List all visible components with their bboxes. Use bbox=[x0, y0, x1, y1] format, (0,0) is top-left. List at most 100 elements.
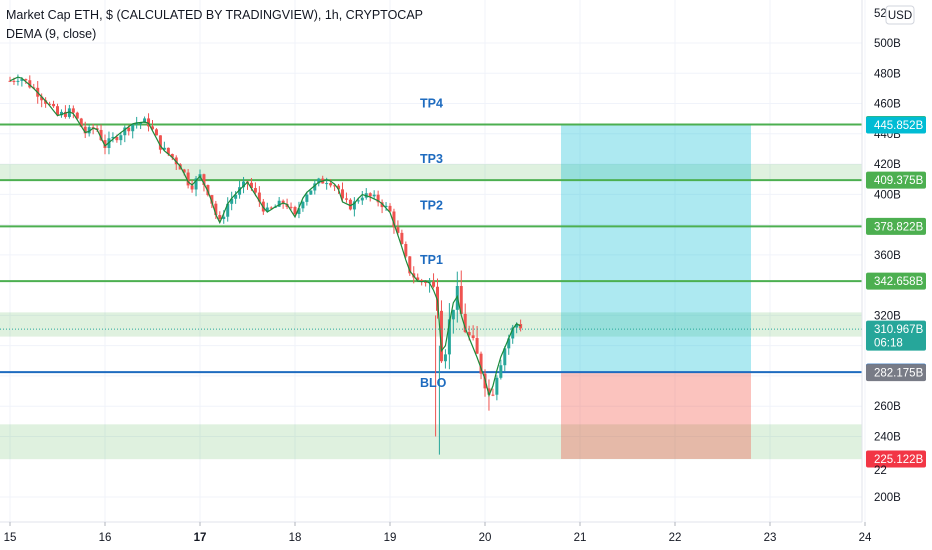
y-tick-label: 360B bbox=[874, 250, 901, 262]
position-stop-zone[interactable] bbox=[561, 372, 751, 459]
candles bbox=[8, 74, 523, 455]
x-tick-label: 22 bbox=[669, 532, 682, 544]
time-axis[interactable]: 15 16 17 18 19 20 21 22 23 24 bbox=[4, 522, 872, 544]
candle-body bbox=[166, 147, 170, 155]
candle-body bbox=[44, 100, 48, 104]
candle-body bbox=[297, 208, 301, 215]
position-target-zone[interactable] bbox=[561, 124, 751, 373]
candle-body bbox=[210, 195, 214, 204]
candle-body bbox=[515, 324, 519, 328]
candle-body bbox=[214, 203, 218, 216]
candle-body bbox=[127, 127, 131, 132]
candle-body bbox=[317, 178, 321, 184]
y-tick-partial-top: 52 bbox=[874, 8, 887, 20]
candle-body bbox=[400, 232, 404, 244]
candle-body bbox=[360, 197, 364, 201]
candle-body bbox=[439, 310, 443, 362]
candle-body bbox=[408, 256, 412, 274]
price-tag-label: 378.822B bbox=[874, 221, 924, 233]
candle-body bbox=[368, 193, 372, 197]
candle-body bbox=[249, 182, 253, 189]
candle-body bbox=[293, 207, 297, 215]
x-tick-label: 17 bbox=[194, 532, 207, 544]
candle-body bbox=[151, 126, 154, 130]
candle-body bbox=[495, 377, 499, 395]
currency-label: USD bbox=[888, 10, 912, 22]
candle-body bbox=[487, 388, 491, 395]
price-tag-label: 310.967B bbox=[874, 324, 924, 336]
candle-body bbox=[471, 335, 475, 339]
candle-body bbox=[265, 207, 269, 212]
price-tag-label: 342.658B bbox=[874, 276, 924, 288]
candle-body bbox=[384, 205, 388, 208]
level-labels: TP4 TP3 TP2 TP1 BLO bbox=[420, 96, 447, 390]
y-tick-label: 420B bbox=[874, 159, 901, 171]
candle-body bbox=[226, 203, 230, 217]
x-tick-label: 15 bbox=[4, 532, 17, 544]
candle-body bbox=[234, 194, 238, 199]
candle-body bbox=[301, 201, 305, 209]
candle-body bbox=[115, 136, 119, 141]
zone-band bbox=[0, 424, 862, 460]
candle-body bbox=[380, 202, 384, 208]
candle-body bbox=[48, 103, 52, 105]
target-levels[interactable] bbox=[0, 123, 862, 374]
candle-body bbox=[99, 129, 103, 141]
y-tick-label: 260B bbox=[874, 401, 901, 413]
candle-body bbox=[71, 108, 75, 113]
candle-body bbox=[372, 194, 376, 197]
candle-body bbox=[20, 79, 24, 81]
candle-body bbox=[202, 174, 206, 186]
candle-body bbox=[222, 216, 226, 220]
candle-body bbox=[277, 200, 281, 207]
price-axis[interactable]: 200B240B260B280B300B320B360B380B400B420B… bbox=[874, 38, 901, 504]
candle-body bbox=[147, 118, 151, 127]
candle-body bbox=[491, 394, 495, 396]
level-label-tp2: TP2 bbox=[420, 198, 443, 212]
y-tick-label: 200B bbox=[874, 492, 901, 504]
candle-body bbox=[392, 211, 396, 228]
indicator-label: DEMA (9, close) bbox=[6, 27, 96, 41]
candle-body bbox=[242, 181, 246, 188]
y-tick-label: 460B bbox=[874, 99, 901, 111]
x-tick-label: 24 bbox=[859, 532, 872, 544]
candle-body bbox=[83, 126, 87, 134]
x-tick-label: 23 bbox=[764, 532, 777, 544]
candle-body bbox=[519, 324, 523, 329]
candle-body bbox=[194, 178, 198, 190]
candle-body bbox=[269, 207, 273, 209]
candle-body bbox=[499, 365, 503, 378]
candle-body bbox=[333, 185, 337, 187]
candle-body bbox=[428, 281, 432, 283]
candle-body bbox=[87, 127, 91, 134]
candle-body bbox=[40, 96, 44, 101]
price-tag bbox=[866, 364, 926, 382]
zone-band bbox=[0, 164, 862, 180]
candle-body bbox=[341, 189, 344, 199]
candle-body bbox=[135, 123, 139, 125]
candle-body bbox=[230, 198, 234, 204]
currency-button[interactable] bbox=[885, 5, 915, 25]
candle-body bbox=[404, 243, 408, 257]
y-tick-label: 480B bbox=[874, 68, 901, 80]
candle-body bbox=[416, 277, 420, 281]
candle-body bbox=[119, 135, 123, 141]
y-tick-label: 500B bbox=[874, 38, 901, 50]
candle-body bbox=[289, 206, 293, 208]
candle-body bbox=[56, 106, 59, 116]
candle-body bbox=[511, 327, 515, 339]
price-tag bbox=[866, 116, 926, 134]
price-tag bbox=[866, 320, 926, 351]
price-tag-label: 445.852B bbox=[874, 120, 924, 132]
x-tick-label: 16 bbox=[99, 532, 112, 544]
price-tags: 446.164B409.375B378.822B342.658B282.487B… bbox=[866, 115, 926, 468]
candle-body bbox=[143, 118, 147, 123]
support-resistance-zones bbox=[0, 164, 862, 460]
price-tag-label: 409.375B bbox=[874, 175, 924, 187]
position-box[interactable] bbox=[561, 124, 751, 459]
price-tag bbox=[866, 171, 926, 189]
price-tag-label: 225.122B bbox=[874, 454, 924, 466]
candle-body bbox=[28, 80, 32, 88]
candle-body bbox=[12, 80, 16, 82]
